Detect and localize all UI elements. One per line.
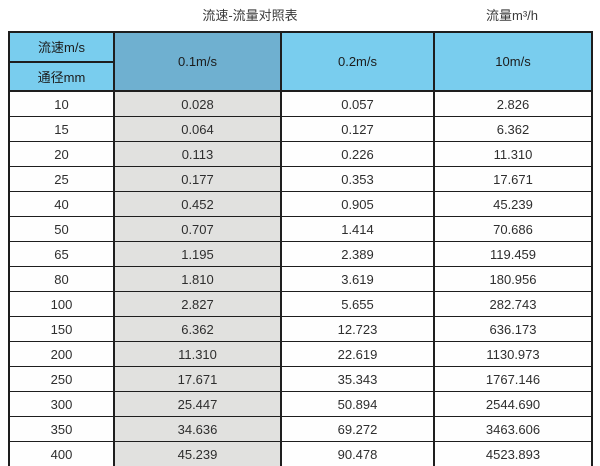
value-cell: 6.362 <box>113 316 282 342</box>
table-row: 10 0.028 0.057 2.826 <box>8 90 593 117</box>
value-cell: 0.707 <box>113 216 282 242</box>
value-cell: 0.353 <box>280 166 435 192</box>
flow-rate-table: 流速m/s 0.1m/s 0.2m/s 10m/s 通径mm 10 0.028 … <box>8 31 593 466</box>
column-header-0.1ms: 0.1m/s <box>113 31 282 92</box>
table-row: 20 0.113 0.226 11.310 <box>8 141 593 167</box>
value-cell: 1767.146 <box>433 366 593 392</box>
value-cell: 11.310 <box>433 141 593 167</box>
value-cell: 45.239 <box>113 441 282 466</box>
value-cell: 1.195 <box>113 241 282 267</box>
table-title: 流速-流量对照表 <box>202 8 298 23</box>
diameter-cell: 50 <box>8 216 115 242</box>
value-cell: 5.655 <box>280 291 435 317</box>
diameter-cell: 15 <box>8 116 115 142</box>
table-row: 100 2.827 5.655 282.743 <box>8 291 593 317</box>
table-row: 250 17.671 35.343 1767.146 <box>8 366 593 392</box>
header-diameter-label: 通径mm <box>8 60 115 92</box>
value-cell: 12.723 <box>280 316 435 342</box>
table-row: 200 11.310 22.619 1130.973 <box>8 341 593 367</box>
value-cell: 1.810 <box>113 266 282 292</box>
value-cell: 2544.690 <box>433 391 593 417</box>
diameter-cell: 200 <box>8 341 115 367</box>
diameter-cell: 40 <box>8 191 115 217</box>
value-cell: 4523.893 <box>433 441 593 466</box>
value-cell: 22.619 <box>280 341 435 367</box>
table-row: 400 45.239 90.478 4523.893 <box>8 441 593 466</box>
value-cell: 2.826 <box>433 90 593 117</box>
value-cell: 17.671 <box>113 366 282 392</box>
value-cell: 34.636 <box>113 416 282 442</box>
diameter-cell: 100 <box>8 291 115 317</box>
value-cell: 119.459 <box>433 241 593 267</box>
diameter-cell: 150 <box>8 316 115 342</box>
table-row: 300 25.447 50.894 2544.690 <box>8 391 593 417</box>
value-cell: 3463.606 <box>433 416 593 442</box>
table-row: 25 0.177 0.353 17.671 <box>8 166 593 192</box>
diameter-cell: 400 <box>8 441 115 466</box>
diameter-cell: 80 <box>8 266 115 292</box>
header-velocity-label: 流速m/s <box>8 31 115 63</box>
value-cell: 2.827 <box>113 291 282 317</box>
value-cell: 0.905 <box>280 191 435 217</box>
value-cell: 1130.973 <box>433 341 593 367</box>
value-cell: 35.343 <box>280 366 435 392</box>
value-cell: 0.177 <box>113 166 282 192</box>
diameter-cell: 10 <box>8 90 115 117</box>
diameter-cell: 65 <box>8 241 115 267</box>
value-cell: 0.226 <box>280 141 435 167</box>
value-cell: 50.894 <box>280 391 435 417</box>
value-cell: 180.956 <box>433 266 593 292</box>
value-cell: 45.239 <box>433 191 593 217</box>
value-cell: 69.272 <box>280 416 435 442</box>
table-row: 150 6.362 12.723 636.173 <box>8 316 593 342</box>
value-cell: 70.686 <box>433 216 593 242</box>
diameter-cell: 20 <box>8 141 115 167</box>
value-cell: 0.028 <box>113 90 282 117</box>
value-cell: 25.447 <box>113 391 282 417</box>
value-cell: 17.671 <box>433 166 593 192</box>
table-row: 80 1.810 3.619 180.956 <box>8 266 593 292</box>
value-cell: 282.743 <box>433 291 593 317</box>
diameter-cell: 350 <box>8 416 115 442</box>
value-cell: 6.362 <box>433 116 593 142</box>
table-row: 50 0.707 1.414 70.686 <box>8 216 593 242</box>
value-cell: 2.389 <box>280 241 435 267</box>
table-row: 15 0.064 0.127 6.362 <box>8 116 593 142</box>
value-cell: 90.478 <box>280 441 435 466</box>
diameter-cell: 250 <box>8 366 115 392</box>
value-cell: 1.414 <box>280 216 435 242</box>
value-cell: 0.127 <box>280 116 435 142</box>
value-cell: 11.310 <box>113 341 282 367</box>
table-row: 350 34.636 69.272 3463.606 <box>8 416 593 442</box>
column-header-0.2ms: 0.2m/s <box>280 31 435 92</box>
diameter-cell: 25 <box>8 166 115 192</box>
diameter-cell: 300 <box>8 391 115 417</box>
value-cell: 0.113 <box>113 141 282 167</box>
table-row: 40 0.452 0.905 45.239 <box>8 191 593 217</box>
value-cell: 636.173 <box>433 316 593 342</box>
value-cell: 0.452 <box>113 191 282 217</box>
flow-unit-label: 流量m³/h <box>485 8 538 23</box>
table-row: 65 1.195 2.389 119.459 <box>8 241 593 267</box>
value-cell: 3.619 <box>280 266 435 292</box>
value-cell: 0.064 <box>113 116 282 142</box>
value-cell: 0.057 <box>280 90 435 117</box>
column-header-10ms: 10m/s <box>433 31 593 92</box>
